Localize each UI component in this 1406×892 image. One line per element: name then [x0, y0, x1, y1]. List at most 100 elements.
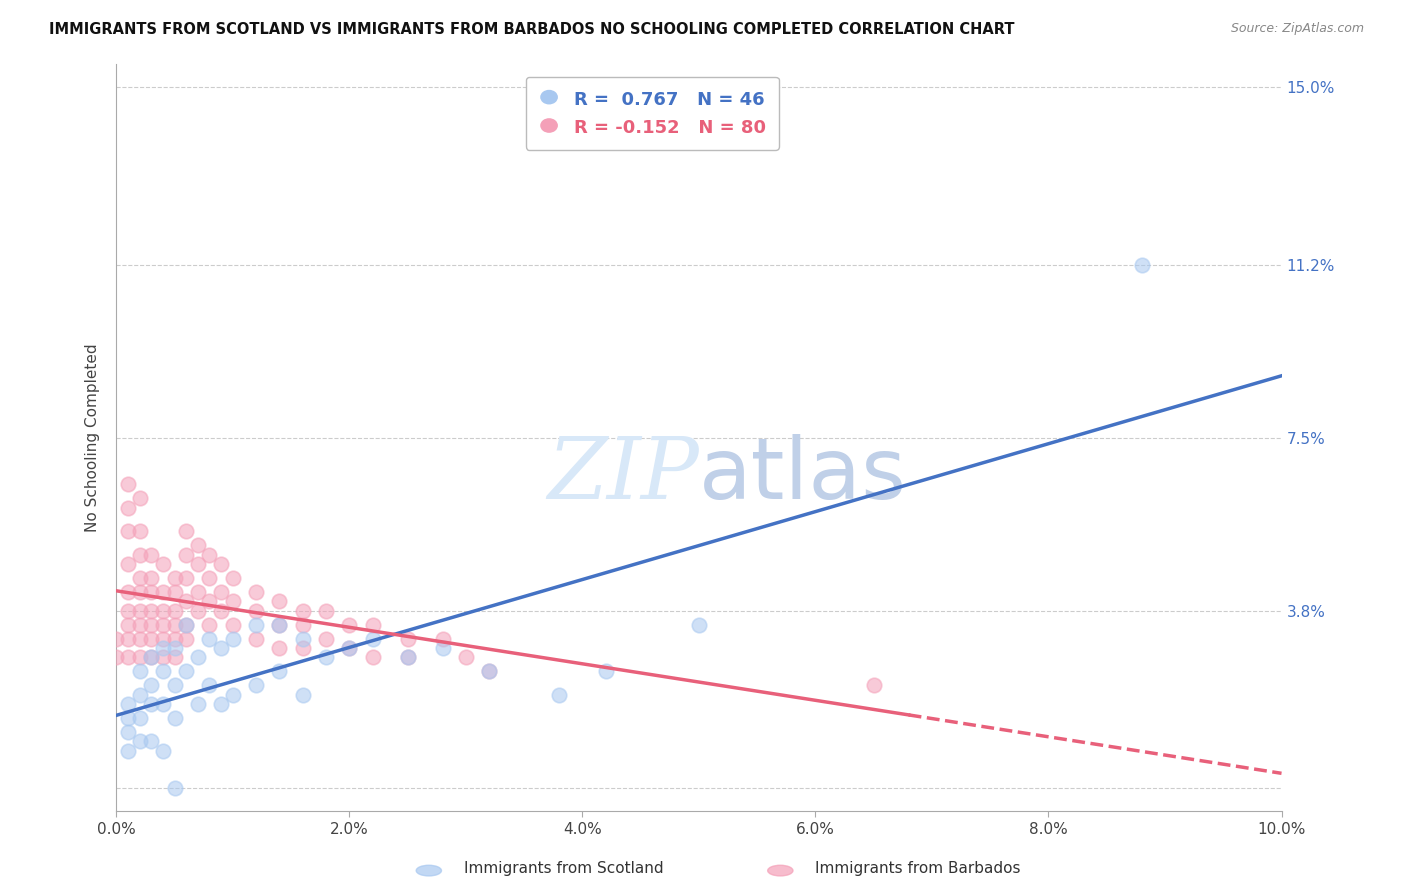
Point: [361, 650, 384, 665]
Point: [174, 665, 197, 679]
Point: [163, 571, 186, 585]
Point: [128, 548, 150, 562]
Point: [454, 650, 477, 665]
Point: [396, 650, 419, 665]
Point: [128, 524, 150, 538]
Point: [396, 632, 419, 646]
Point: [152, 604, 174, 618]
Point: [269, 617, 291, 632]
Point: [117, 477, 139, 491]
Point: [245, 604, 267, 618]
Point: [141, 650, 163, 665]
Point: [117, 650, 139, 665]
Point: [688, 617, 710, 632]
Y-axis label: No Schooling Completed: No Schooling Completed: [86, 343, 100, 532]
Point: [187, 650, 209, 665]
Point: [245, 585, 267, 599]
Point: [128, 665, 150, 679]
Point: [315, 604, 337, 618]
Point: [361, 617, 384, 632]
Point: [209, 604, 232, 618]
Point: [174, 594, 197, 608]
Point: [163, 585, 186, 599]
Point: [128, 604, 150, 618]
Point: [128, 617, 150, 632]
Point: [141, 548, 163, 562]
Point: [222, 632, 245, 646]
Point: [291, 617, 314, 632]
Point: [152, 697, 174, 711]
Point: [222, 594, 245, 608]
Point: [198, 617, 221, 632]
Point: [105, 650, 128, 665]
Point: [141, 571, 163, 585]
Point: [862, 678, 884, 692]
Point: [141, 617, 163, 632]
Point: [141, 585, 163, 599]
Point: [187, 585, 209, 599]
Point: [141, 697, 163, 711]
Point: [152, 640, 174, 655]
Point: [163, 632, 186, 646]
Point: [245, 678, 267, 692]
Point: [141, 604, 163, 618]
Point: [163, 711, 186, 725]
Point: [198, 571, 221, 585]
Point: [128, 650, 150, 665]
Point: [117, 524, 139, 538]
Point: [187, 557, 209, 571]
Point: [432, 632, 454, 646]
Point: [152, 650, 174, 665]
Point: [141, 678, 163, 692]
Point: [198, 632, 221, 646]
Point: [117, 744, 139, 758]
Point: [117, 500, 139, 515]
Point: [117, 711, 139, 725]
Point: [269, 665, 291, 679]
Text: Immigrants from Barbados: Immigrants from Barbados: [815, 861, 1021, 876]
Text: IMMIGRANTS FROM SCOTLAND VS IMMIGRANTS FROM BARBADOS NO SCHOOLING COMPLETED CORR: IMMIGRANTS FROM SCOTLAND VS IMMIGRANTS F…: [49, 22, 1015, 37]
Point: [152, 632, 174, 646]
Point: [315, 632, 337, 646]
Point: [117, 617, 139, 632]
Point: [174, 571, 197, 585]
Point: [141, 734, 163, 748]
Point: [174, 548, 197, 562]
Legend: R =  0.767   N = 46, R = -0.152   N = 80: R = 0.767 N = 46, R = -0.152 N = 80: [526, 77, 779, 150]
Point: [432, 640, 454, 655]
Point: [209, 640, 232, 655]
Point: [163, 781, 186, 796]
Point: [198, 548, 221, 562]
Point: [315, 650, 337, 665]
Point: [163, 604, 186, 618]
Point: [361, 632, 384, 646]
Point: [187, 538, 209, 552]
Point: [128, 734, 150, 748]
Text: ZIP: ZIP: [547, 434, 699, 516]
Point: [152, 665, 174, 679]
Point: [117, 585, 139, 599]
Point: [478, 665, 501, 679]
Text: atlas: atlas: [699, 434, 907, 516]
Point: [152, 617, 174, 632]
Point: [1130, 258, 1153, 272]
Point: [222, 688, 245, 702]
Point: [595, 665, 617, 679]
Point: [174, 617, 197, 632]
Point: [291, 604, 314, 618]
Point: [396, 650, 419, 665]
Point: [245, 617, 267, 632]
Point: [128, 711, 150, 725]
Point: [128, 632, 150, 646]
Point: [163, 678, 186, 692]
Point: [117, 632, 139, 646]
Point: [337, 640, 360, 655]
Point: [478, 665, 501, 679]
Point: [152, 557, 174, 571]
Point: [117, 604, 139, 618]
Point: [163, 617, 186, 632]
Point: [269, 640, 291, 655]
Point: [187, 604, 209, 618]
Point: [128, 571, 150, 585]
Point: [117, 725, 139, 739]
